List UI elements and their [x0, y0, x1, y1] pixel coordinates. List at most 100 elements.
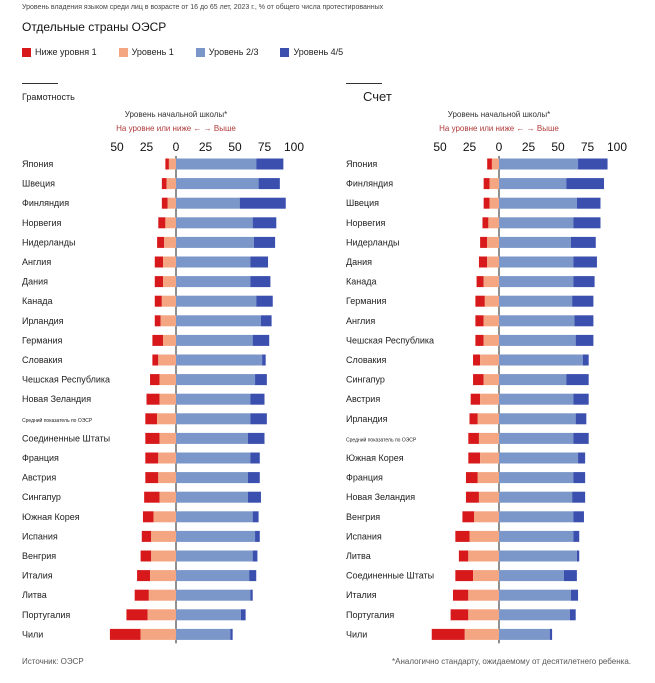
- bar-segment: [262, 354, 266, 366]
- bar-segment: [487, 256, 499, 268]
- axis-title: Уровень начальной школы*: [125, 110, 228, 119]
- source-note: Источник: ОЭСР: [22, 657, 84, 666]
- bar-segment: [176, 276, 251, 288]
- tick-label: 25: [199, 140, 213, 154]
- bar-segment: [575, 334, 594, 346]
- axis-subtitle: На уровне или ниже ← → Выше: [116, 124, 236, 133]
- bar-segment: [480, 393, 499, 405]
- bar-segment: [566, 374, 589, 386]
- bar-segment: [145, 472, 159, 484]
- bar-segment: [165, 158, 169, 170]
- bar-segment: [455, 570, 474, 582]
- category-label: Чили: [22, 629, 43, 639]
- bar-segment: [176, 334, 253, 346]
- bar-segment: [161, 197, 168, 209]
- legend-item-level-4-5: Уровень 4/5: [280, 47, 343, 57]
- bar-segment: [239, 197, 286, 209]
- bar-segment: [499, 374, 567, 386]
- bar-segment: [154, 276, 164, 288]
- tick-label: 25: [522, 140, 536, 154]
- bar-segment: [499, 236, 571, 248]
- bar-segment: [176, 315, 261, 327]
- bar-segment: [499, 413, 576, 425]
- legend-label: Ниже уровня 1: [35, 47, 97, 57]
- bar-segment: [252, 217, 277, 229]
- bar-segment: [250, 276, 271, 288]
- bar-segment: [478, 491, 499, 503]
- bar-segment: [151, 550, 176, 562]
- bar-segment: [499, 393, 574, 405]
- bar-segment: [247, 472, 260, 484]
- legend-item-below-level-1: Ниже уровня 1: [22, 47, 97, 57]
- bar-segment: [450, 609, 469, 621]
- bar-segment: [487, 236, 499, 248]
- bar-segment: [145, 452, 159, 464]
- bar-segment: [468, 550, 499, 562]
- bar-segment: [152, 354, 159, 366]
- category-label: Словакия: [346, 355, 387, 365]
- panel-title-literacy: Грамотность: [22, 92, 75, 102]
- bar-segment: [249, 570, 257, 582]
- bar-segment: [499, 530, 574, 542]
- legend-label: Уровень 4/5: [293, 47, 344, 57]
- bar-segment: [473, 570, 499, 582]
- bar-segment: [582, 354, 589, 366]
- category-label: Австрия: [346, 394, 380, 404]
- bar-segment: [144, 491, 160, 503]
- bar-segment: [487, 158, 492, 170]
- category-label: Англия: [346, 316, 375, 326]
- category-label: Венгрия: [346, 512, 380, 522]
- bar-segment: [465, 491, 479, 503]
- tick-label: 50: [551, 140, 565, 154]
- category-label: Япония: [346, 159, 377, 169]
- category-label: Чили: [346, 629, 367, 639]
- legend-swatch: [195, 47, 205, 57]
- tick-label: 25: [463, 140, 477, 154]
- category-label: Англия: [22, 257, 51, 267]
- bar-segment: [468, 432, 479, 444]
- divider-left: [22, 83, 58, 84]
- bar-segment: [573, 432, 589, 444]
- chart-subtitle: Уровень владения языком среди лиц в возр…: [22, 4, 384, 11]
- bar-segment: [176, 491, 248, 503]
- bar-segment: [468, 589, 499, 601]
- bar-segment: [176, 570, 250, 582]
- bar-segment: [499, 276, 574, 288]
- bar-segment: [499, 432, 574, 444]
- legend: Ниже уровня 1 Уровень 1 Уровень 2/3 Уров…: [22, 47, 343, 57]
- category-label: Италия: [346, 590, 377, 600]
- category-label: Литва: [22, 590, 47, 600]
- bar-segment: [575, 413, 587, 425]
- category-label: Португалия: [346, 610, 394, 620]
- bar-segment: [573, 511, 584, 523]
- bar-segment: [478, 432, 499, 444]
- bar-segment: [142, 511, 154, 523]
- bar-segment: [140, 628, 176, 640]
- bar-segment: [150, 570, 176, 582]
- bar-segment: [164, 236, 176, 248]
- bar-segment: [470, 393, 481, 405]
- axis-title: Уровень начальной школы*: [448, 110, 551, 119]
- bar-segment: [480, 354, 499, 366]
- bar-segment: [159, 374, 176, 386]
- bar-segment: [247, 432, 265, 444]
- bar-segment: [176, 589, 251, 601]
- bar-segment: [468, 609, 499, 621]
- tick-label: 50: [433, 140, 447, 154]
- bar-segment: [489, 197, 499, 209]
- bar-segment: [141, 530, 152, 542]
- bar-segment: [157, 236, 165, 248]
- bar-segment: [483, 374, 499, 386]
- bar-segment: [252, 334, 270, 346]
- bar-segment: [176, 413, 251, 425]
- bar-segment: [475, 334, 484, 346]
- category-label: Италия: [22, 571, 53, 581]
- bar-segment: [499, 589, 571, 601]
- tick-label: 0: [173, 140, 180, 154]
- bar-segment: [452, 589, 469, 601]
- category-label: Ирландия: [22, 316, 64, 326]
- bar-segment: [145, 413, 158, 425]
- bar-segment: [499, 178, 567, 190]
- bar-segment: [137, 570, 151, 582]
